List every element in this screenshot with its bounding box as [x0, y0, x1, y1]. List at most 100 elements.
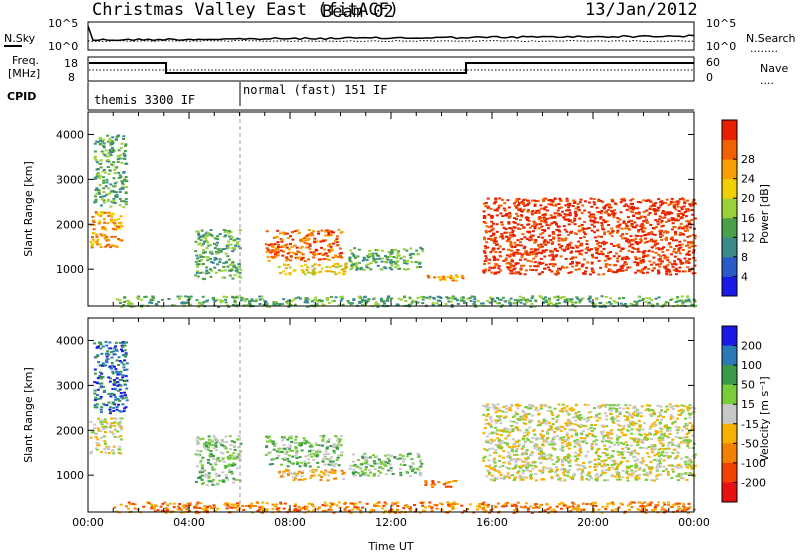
- echo-cell: [300, 245, 304, 248]
- echo-cell: [626, 216, 630, 219]
- echo-cell: [485, 435, 489, 438]
- echo-cell: [549, 454, 553, 457]
- cpid-segment-1: themis 3300 IF: [94, 93, 195, 107]
- echo-cell: [289, 259, 293, 262]
- echo-cell: [511, 474, 515, 477]
- echo-cell: [97, 417, 100, 420]
- echo-cell: [506, 199, 510, 202]
- echo-cell: [512, 264, 516, 267]
- echo-cell: [229, 457, 232, 459]
- echo-cell: [109, 395, 113, 398]
- echo-cell: [294, 253, 298, 256]
- echo-cell: [689, 461, 693, 464]
- echo-cell: [100, 195, 104, 198]
- echo-cell: [591, 433, 595, 436]
- echo-cell: [593, 305, 597, 308]
- echo-cell: [615, 404, 619, 407]
- echo-cell: [597, 475, 601, 478]
- echo-cell: [687, 261, 691, 264]
- echo-cell: [675, 404, 679, 407]
- echo-cell: [514, 263, 518, 266]
- echo-cell: [309, 251, 313, 254]
- echo-cell: [231, 250, 235, 253]
- echo-cell: [634, 466, 638, 469]
- echo-cell: [93, 176, 97, 179]
- echo-cell: [372, 474, 376, 477]
- echo-cell: [634, 258, 638, 261]
- echo-cell: [528, 421, 532, 424]
- echo-cell: [536, 248, 540, 251]
- echo-cell: [112, 409, 116, 412]
- echo-cell: [636, 474, 640, 477]
- echo-cell: [486, 469, 490, 472]
- echo-cell: [408, 254, 412, 257]
- echo-cell: [681, 233, 685, 235]
- echo-cell: [682, 225, 686, 228]
- echo-cell: [311, 265, 315, 268]
- echo-cell: [219, 250, 223, 253]
- echo-cell: [274, 236, 277, 239]
- echo-cell: [450, 304, 454, 306]
- echo-cell: [200, 474, 204, 477]
- echo-cell: [674, 263, 678, 266]
- echo-cell: [118, 157, 122, 160]
- echo-cell: [343, 270, 347, 273]
- echo-cell: [411, 467, 415, 469]
- echo-cell: [529, 265, 533, 268]
- echo-cell: [496, 247, 500, 250]
- echo-cell: [541, 452, 545, 455]
- echo-cell: [329, 245, 333, 248]
- echo-cell: [103, 201, 106, 204]
- freq-left-tick-high: 18: [64, 57, 78, 70]
- echo-cell: [300, 472, 304, 475]
- echo-cell: [122, 171, 126, 173]
- echo-cell: [229, 444, 233, 446]
- echo-cell: [280, 463, 283, 466]
- echo-cell: [674, 465, 678, 468]
- echo-cell: [517, 209, 520, 212]
- echo-cell: [653, 209, 657, 212]
- echo-cell: [418, 474, 422, 477]
- echo-cell: [96, 398, 100, 400]
- echo-cell: [497, 471, 501, 474]
- echo-cell: [137, 295, 141, 298]
- echo-cell: [219, 301, 223, 304]
- echo-cell: [544, 243, 548, 246]
- echo-cell: [635, 300, 639, 303]
- echo-cell: [686, 266, 690, 269]
- echo-cell: [583, 439, 587, 442]
- echo-cell: [649, 200, 653, 203]
- echo-cell: [285, 468, 288, 471]
- echo-cell: [604, 305, 607, 308]
- echo-cell: [498, 197, 502, 200]
- echo-cell: [119, 420, 123, 423]
- power-echo-region-7: [482, 197, 697, 276]
- echo-cell: [617, 428, 621, 431]
- echo-cell: [197, 234, 201, 237]
- echo-cell: [92, 224, 96, 227]
- echo-cell: [277, 451, 281, 454]
- echo-cell: [609, 206, 613, 209]
- echo-cell: [233, 441, 237, 444]
- echo-cell: [672, 405, 676, 408]
- echo-cell: [648, 297, 652, 300]
- echo-cell: [224, 229, 228, 232]
- echo-cell: [211, 483, 215, 486]
- echo-cell: [328, 458, 332, 461]
- echo-cell: [512, 202, 516, 205]
- echo-cell: [628, 420, 632, 423]
- echo-cell: [492, 469, 496, 471]
- echo-cell: [519, 267, 523, 270]
- echo-cell: [437, 481, 441, 484]
- echo-cell: [197, 256, 201, 259]
- echo-cell: [120, 361, 124, 364]
- echo-cell: [222, 479, 225, 482]
- echo-cell: [209, 444, 213, 447]
- echo-cell: [560, 408, 564, 411]
- echo-cell: [595, 252, 599, 254]
- echo-cell: [579, 416, 583, 419]
- echo-cell: [569, 476, 573, 479]
- echo-cell: [653, 243, 657, 246]
- echo-cell: [313, 305, 317, 308]
